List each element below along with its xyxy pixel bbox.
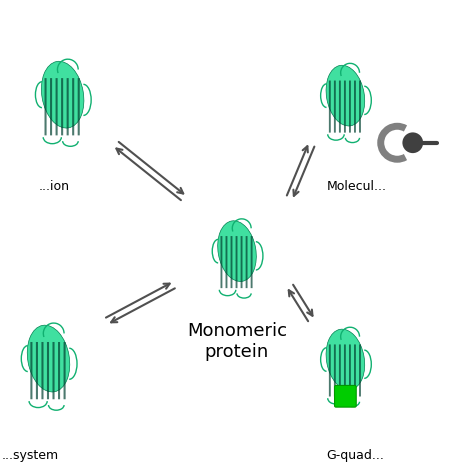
FancyBboxPatch shape [78, 78, 80, 136]
FancyBboxPatch shape [359, 345, 361, 397]
FancyBboxPatch shape [226, 236, 228, 288]
FancyBboxPatch shape [334, 345, 336, 397]
Text: G-quad...: G-quad... [327, 449, 384, 462]
FancyBboxPatch shape [354, 81, 356, 133]
Text: ...ion: ...ion [39, 181, 70, 193]
FancyBboxPatch shape [354, 345, 356, 397]
FancyBboxPatch shape [61, 78, 63, 136]
FancyBboxPatch shape [329, 81, 331, 133]
FancyBboxPatch shape [339, 345, 341, 397]
FancyBboxPatch shape [50, 78, 52, 136]
FancyBboxPatch shape [335, 385, 356, 407]
FancyBboxPatch shape [30, 342, 32, 399]
FancyBboxPatch shape [67, 78, 69, 136]
FancyBboxPatch shape [36, 342, 38, 399]
FancyBboxPatch shape [55, 78, 58, 136]
FancyBboxPatch shape [246, 236, 247, 288]
Ellipse shape [27, 325, 70, 392]
FancyBboxPatch shape [41, 342, 44, 399]
Text: ...system: ...system [1, 449, 58, 462]
FancyBboxPatch shape [349, 345, 351, 397]
FancyBboxPatch shape [53, 342, 55, 399]
FancyBboxPatch shape [236, 236, 237, 288]
Circle shape [402, 132, 423, 153]
FancyBboxPatch shape [329, 345, 331, 397]
Ellipse shape [326, 65, 365, 126]
Text: Monomeric
protein: Monomeric protein [187, 322, 287, 361]
FancyBboxPatch shape [72, 78, 74, 136]
Ellipse shape [41, 61, 84, 128]
FancyBboxPatch shape [334, 81, 336, 133]
FancyBboxPatch shape [241, 236, 243, 288]
FancyBboxPatch shape [220, 236, 222, 288]
FancyBboxPatch shape [344, 81, 346, 133]
FancyBboxPatch shape [251, 236, 253, 288]
FancyBboxPatch shape [45, 78, 46, 136]
FancyBboxPatch shape [359, 81, 361, 133]
FancyBboxPatch shape [64, 342, 65, 399]
FancyBboxPatch shape [349, 81, 351, 133]
FancyBboxPatch shape [344, 345, 346, 397]
Text: Molecul...: Molecul... [327, 181, 386, 193]
FancyBboxPatch shape [230, 236, 232, 288]
FancyBboxPatch shape [47, 342, 49, 399]
FancyBboxPatch shape [339, 81, 341, 133]
Ellipse shape [326, 329, 365, 390]
FancyBboxPatch shape [58, 342, 60, 399]
Ellipse shape [218, 221, 256, 282]
